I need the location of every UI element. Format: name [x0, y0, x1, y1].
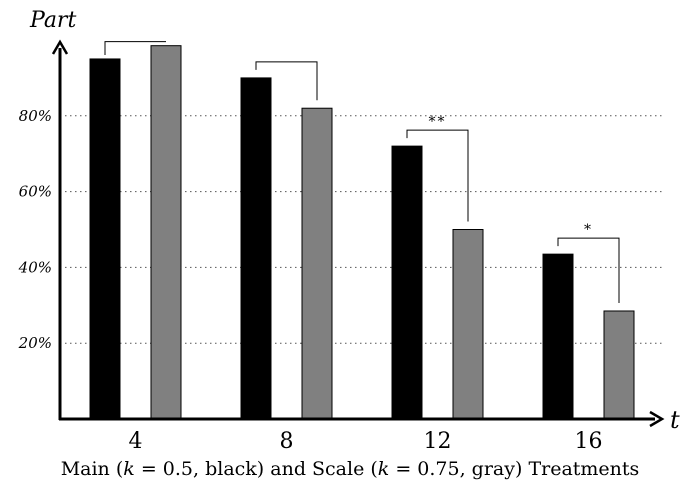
caption-k-1: k [123, 458, 135, 480]
y-axis-arrow [51, 39, 69, 55]
bar [542, 253, 574, 420]
y-tick-label: 20% [18, 334, 52, 352]
significance-bracket [255, 61, 318, 101]
significance-bracket [406, 129, 469, 222]
y-tick-label: 40% [18, 258, 52, 276]
caption-k-2: k [377, 458, 390, 480]
bar [452, 229, 484, 420]
bar [391, 145, 423, 420]
y-axis-title: Part [29, 8, 76, 33]
x-axis-arrow [649, 410, 665, 428]
bar [301, 107, 333, 420]
y-tick-label: 60% [19, 183, 52, 201]
bars [89, 45, 635, 420]
x-tick-label: 12 [424, 429, 452, 454]
chart-caption: Main (k = 0.5, black) and Scale (k = 0.7… [0, 458, 700, 480]
x-tick-label: 4 [129, 429, 143, 454]
significance-marker: * [584, 222, 593, 238]
y-tick-label: 80% [19, 107, 52, 125]
caption-part-2: = 0.5, black) and Scale ( [134, 458, 378, 480]
x-tick-label: 8 [280, 429, 294, 454]
axes [51, 39, 665, 428]
bar [150, 45, 182, 420]
caption-part-1: Main ( [60, 458, 124, 480]
x-axis-title: t [670, 406, 680, 434]
bar [89, 58, 121, 420]
significance-marker: ** [429, 114, 447, 130]
caption-part-3: = 0.75, gray) Treatments [389, 458, 640, 480]
significance-bracket [557, 237, 620, 303]
x-tick-label: 16 [575, 429, 603, 454]
significance-bracket [104, 41, 166, 55]
bar [603, 310, 635, 420]
bar [240, 77, 272, 420]
significance-brackets [104, 41, 620, 303]
